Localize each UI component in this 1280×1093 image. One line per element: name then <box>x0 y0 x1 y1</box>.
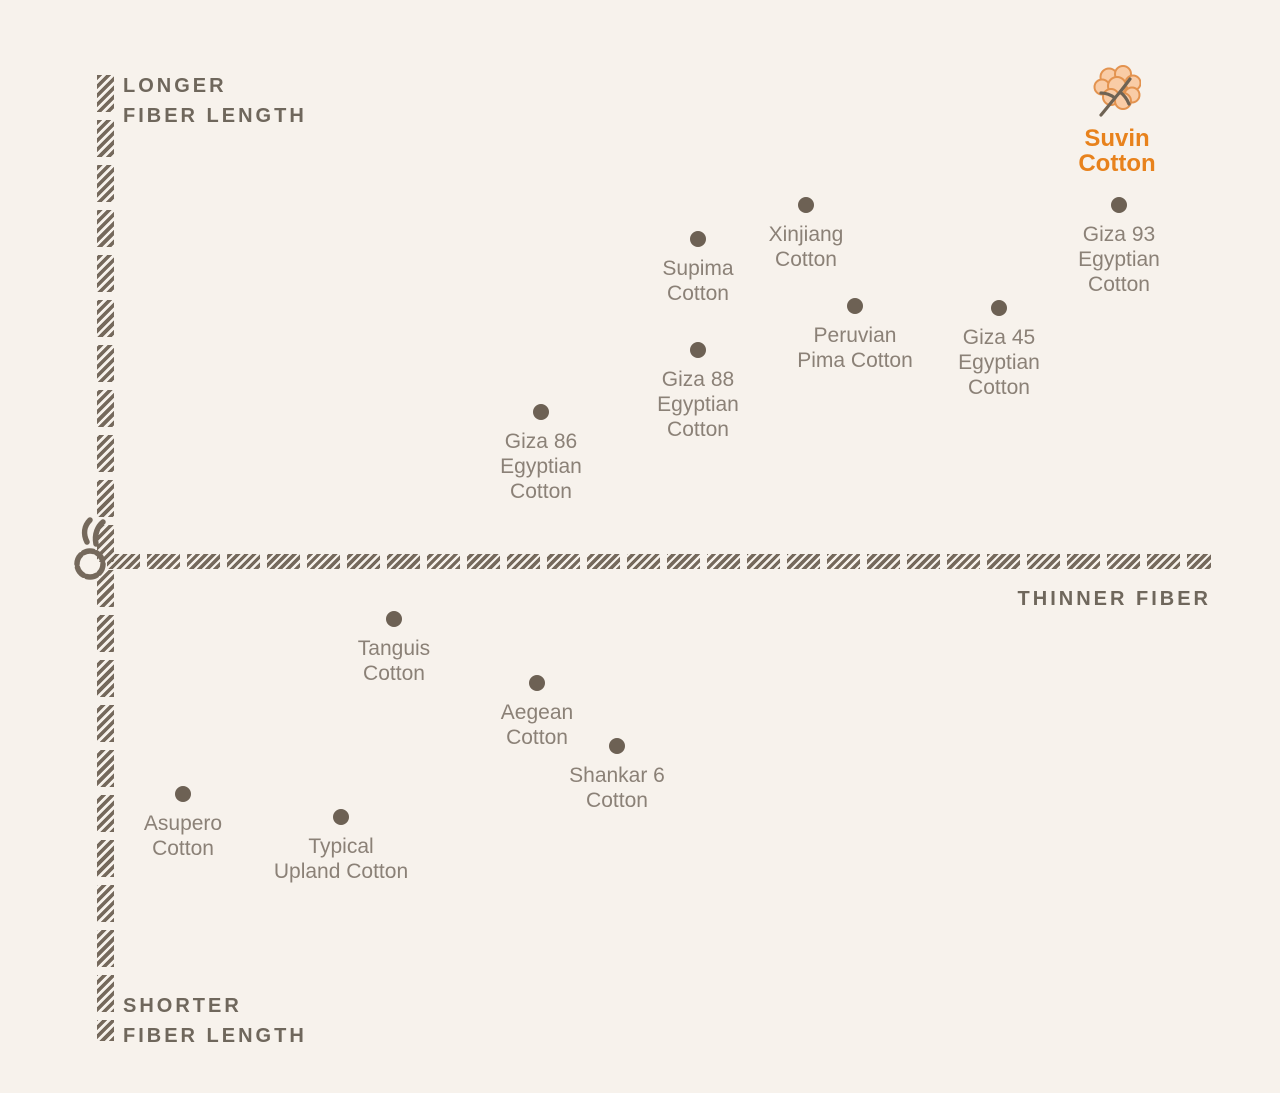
data-point-dot <box>609 738 625 754</box>
y-axis-label-bottom-line2: FIBER LENGTH <box>123 1025 307 1047</box>
data-point-dot <box>1111 197 1127 213</box>
x-axis-label: THINNER FIBER <box>1017 588 1211 610</box>
y-axis-label-top-line1: LONGER <box>123 75 227 97</box>
cotton-boll-icon <box>1093 65 1141 117</box>
x-axis-rope <box>107 554 1211 569</box>
y-axis-label-bottom: SHORTER FIBER LENGTH <box>123 991 307 1051</box>
data-point-label: Aegean Cotton <box>500 701 574 749</box>
y-axis-rope <box>97 75 114 1041</box>
data-point-dot <box>991 300 1007 316</box>
y-axis-label-top-line2: FIBER LENGTH <box>123 105 307 127</box>
data-point-dot <box>690 342 706 358</box>
data-point-label: Shankar 6 Cotton <box>569 764 665 812</box>
data-point-dot <box>529 675 545 691</box>
data-point-label: Tanguis Cotton <box>357 637 431 685</box>
data-point-dot <box>690 231 706 247</box>
data-point-label: Peruvian Pima Cotton <box>797 324 913 372</box>
data-point-label: Giza 45 Egyptian Cotton <box>958 326 1040 399</box>
highlight-point-label: Suvin Cotton <box>1078 125 1156 177</box>
data-point-label: Typical Upland Cotton <box>273 835 409 883</box>
data-point-dot <box>798 197 814 213</box>
data-point-label: Xinjiang Cotton <box>768 223 844 271</box>
data-point-dot <box>175 786 191 802</box>
data-point-label: Supima Cotton <box>662 257 734 305</box>
y-axis-label-bottom-line1: SHORTER <box>123 995 242 1017</box>
data-point-label: Giza 86 Egyptian Cotton <box>500 430 582 503</box>
data-point-dot <box>386 611 402 627</box>
data-point-dot <box>847 298 863 314</box>
data-point-dot <box>333 809 349 825</box>
data-point-label: Giza 93 Egyptian Cotton <box>1078 223 1160 296</box>
data-point-dot <box>533 404 549 420</box>
data-point-label: Giza 88 Egyptian Cotton <box>657 368 739 441</box>
rope-knot-icon <box>74 517 106 580</box>
y-axis-label-top: LONGER FIBER LENGTH <box>123 71 307 131</box>
data-point-label: Asupero Cotton <box>143 812 223 860</box>
